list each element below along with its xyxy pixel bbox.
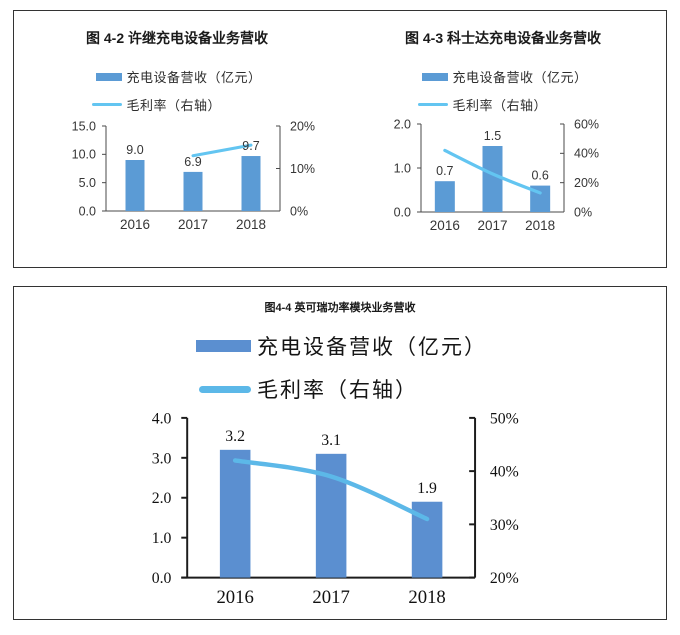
swatch-cell xyxy=(193,385,251,393)
right-axis-tick-label: 20% xyxy=(290,119,315,133)
x-axis-category-label: 2016 xyxy=(216,587,253,608)
plot-fig-4-4: 0.0 1.0 2.0 3.0 4.0 20% 30% 40% 50% 3.2 3.1 1.9 2016… xyxy=(152,410,519,608)
legend-fig-4-4: 充电设备营收（亿元） 毛利率（右轴） xyxy=(193,331,487,404)
left-axis-tick-label: 0.0 xyxy=(152,570,172,587)
chart-fig-4-2: 图 4-2 许继充电设备业务营收 充电设备营收（亿元） 毛利率（右轴） 0.0 5… xyxy=(14,11,340,267)
legend-item-revenue: 充电设备营收（亿元） xyxy=(193,331,487,361)
right-axis-tick-label: 0% xyxy=(290,204,308,218)
revenue-bar xyxy=(434,181,455,212)
right-axis-tick-label: 20% xyxy=(490,570,519,587)
left-axis-tick-label: 1.0 xyxy=(152,530,172,547)
left-axis-tick-label: 2.0 xyxy=(152,490,172,507)
right-axis-tick-label: 60% xyxy=(574,117,599,131)
line-series-swatch-icon xyxy=(418,102,449,107)
bar-value-label: 0.7 xyxy=(436,164,453,178)
x-axis-category-label: 2017 xyxy=(312,587,349,608)
revenue-bar xyxy=(482,146,503,212)
legend-item-margin: 毛利率（右轴） xyxy=(193,374,487,404)
left-axis-tick-label: 5.0 xyxy=(79,176,96,190)
x-axis-category-label: 2018 xyxy=(408,587,445,608)
bar-series-swatch-icon xyxy=(422,72,449,81)
chart-title-fig-4-4: 图4-4 英可瑞功率模块业务营收 xyxy=(264,302,416,314)
legend-label-revenue: 充电设备营收（亿元） xyxy=(126,70,262,85)
left-axis-tick-label: 0.0 xyxy=(79,204,96,218)
gross-margin-line xyxy=(191,143,253,158)
x-axis-category-label: 2018 xyxy=(525,218,555,233)
right-axis-tick-label: 40% xyxy=(490,464,519,481)
legend-label-margin: 毛利率（右轴） xyxy=(257,378,418,402)
bottom-chart-panel: 图4-4 英可瑞功率模块业务营收 充电设备营收（亿元） 毛利率（右轴） 0.0 1… xyxy=(13,286,667,620)
legend-item-margin: 毛利率（右轴） xyxy=(92,95,261,114)
swatch-cell xyxy=(92,102,123,107)
legend-label-margin: 毛利率（右轴） xyxy=(452,98,547,113)
right-axis-tick-label: 30% xyxy=(490,517,519,534)
legend-item-margin: 毛利率（右轴） xyxy=(418,95,587,114)
bar-value-label: 9.7 xyxy=(242,139,259,153)
bar-value-label: 1.5 xyxy=(484,129,501,143)
x-axis-category-label: 2016 xyxy=(120,217,150,232)
legend-item-revenue: 充电设备营收（亿元） xyxy=(92,67,261,86)
legend-label-revenue: 充电设备营收（亿元） xyxy=(257,335,487,359)
x-axis-category-label: 2018 xyxy=(236,217,266,232)
legend-label-revenue: 充电设备营收（亿元） xyxy=(452,70,588,85)
revenue-bar xyxy=(219,449,251,578)
bar-series-swatch-icon xyxy=(96,72,123,81)
bar-value-label: 1.9 xyxy=(417,480,437,497)
bar-value-label: 3.2 xyxy=(225,428,245,445)
bar-value-label: 6.9 xyxy=(184,155,201,169)
legend-label-margin: 毛利率（右轴） xyxy=(126,98,221,113)
plot-fig-4-3: 0.0 1.0 2.0 0% 20% 40% 60% 0.7 1.5 0.6 2016 2017 201… xyxy=(394,117,599,233)
left-axis-tick-label: 3.0 xyxy=(152,450,172,467)
bar-value-label: 9.0 xyxy=(126,143,143,157)
bar-value-label: 0.6 xyxy=(531,169,548,183)
bar-series-swatch-icon xyxy=(196,340,251,352)
swatch-cell xyxy=(92,72,123,81)
right-axis-tick-label: 40% xyxy=(574,147,599,161)
left-axis-tick-label: 0.0 xyxy=(394,205,411,219)
gross-margin-line xyxy=(232,458,430,522)
legend-fig-4-3: 充电设备营收（亿元） 毛利率（右轴） xyxy=(418,67,587,114)
revenue-bar xyxy=(125,160,145,211)
top-chart-panel: 图 4-2 许继充电设备业务营收 充电设备营收（亿元） 毛利率（右轴） 0.0 5… xyxy=(13,10,667,268)
revenue-bar xyxy=(183,171,203,211)
chart-title-fig-4-2: 图 4-2 许继充电设备业务营收 xyxy=(85,30,268,46)
swatch-cell xyxy=(193,340,251,352)
chart-title-fig-4-3: 图 4-3 科士达充电设备业务营收 xyxy=(404,30,601,46)
x-axis-category-label: 2017 xyxy=(178,217,208,232)
plot-fig-4-2: 0.0 5.0 10.0 15.0 0% 10% 20% 9.0 6.9 9.7 2016 2017 2… xyxy=(72,119,315,232)
line-series-swatch-icon xyxy=(92,102,123,107)
chart-fig-4-3: 图 4-3 科士达充电设备业务营收 充电设备营收（亿元） 毛利率（右轴） 0.0… xyxy=(340,11,666,267)
swatch-cell xyxy=(418,102,449,107)
left-axis-tick-label: 4.0 xyxy=(152,410,172,427)
bar-value-label: 3.1 xyxy=(321,432,341,449)
gross-margin-line xyxy=(443,148,542,195)
left-axis-tick-label: 2.0 xyxy=(394,117,411,131)
right-axis-tick-label: 0% xyxy=(574,205,592,219)
x-axis-category-label: 2016 xyxy=(430,218,460,233)
x-axis-category-label: 2017 xyxy=(477,218,507,233)
right-axis-tick-label: 20% xyxy=(574,176,599,190)
right-axis-tick-label: 10% xyxy=(290,162,315,176)
right-axis-tick-label: 50% xyxy=(490,410,519,427)
left-axis-tick-label: 10.0 xyxy=(72,148,96,162)
left-axis-tick-label: 15.0 xyxy=(72,119,96,133)
line-series-swatch-icon xyxy=(199,385,251,393)
left-axis-tick-label: 1.0 xyxy=(394,161,411,175)
revenue-bar xyxy=(241,156,261,211)
legend-item-revenue: 充电设备营收（亿元） xyxy=(418,67,587,86)
legend-fig-4-2: 充电设备营收（亿元） 毛利率（右轴） xyxy=(92,67,261,114)
swatch-cell xyxy=(418,72,449,81)
